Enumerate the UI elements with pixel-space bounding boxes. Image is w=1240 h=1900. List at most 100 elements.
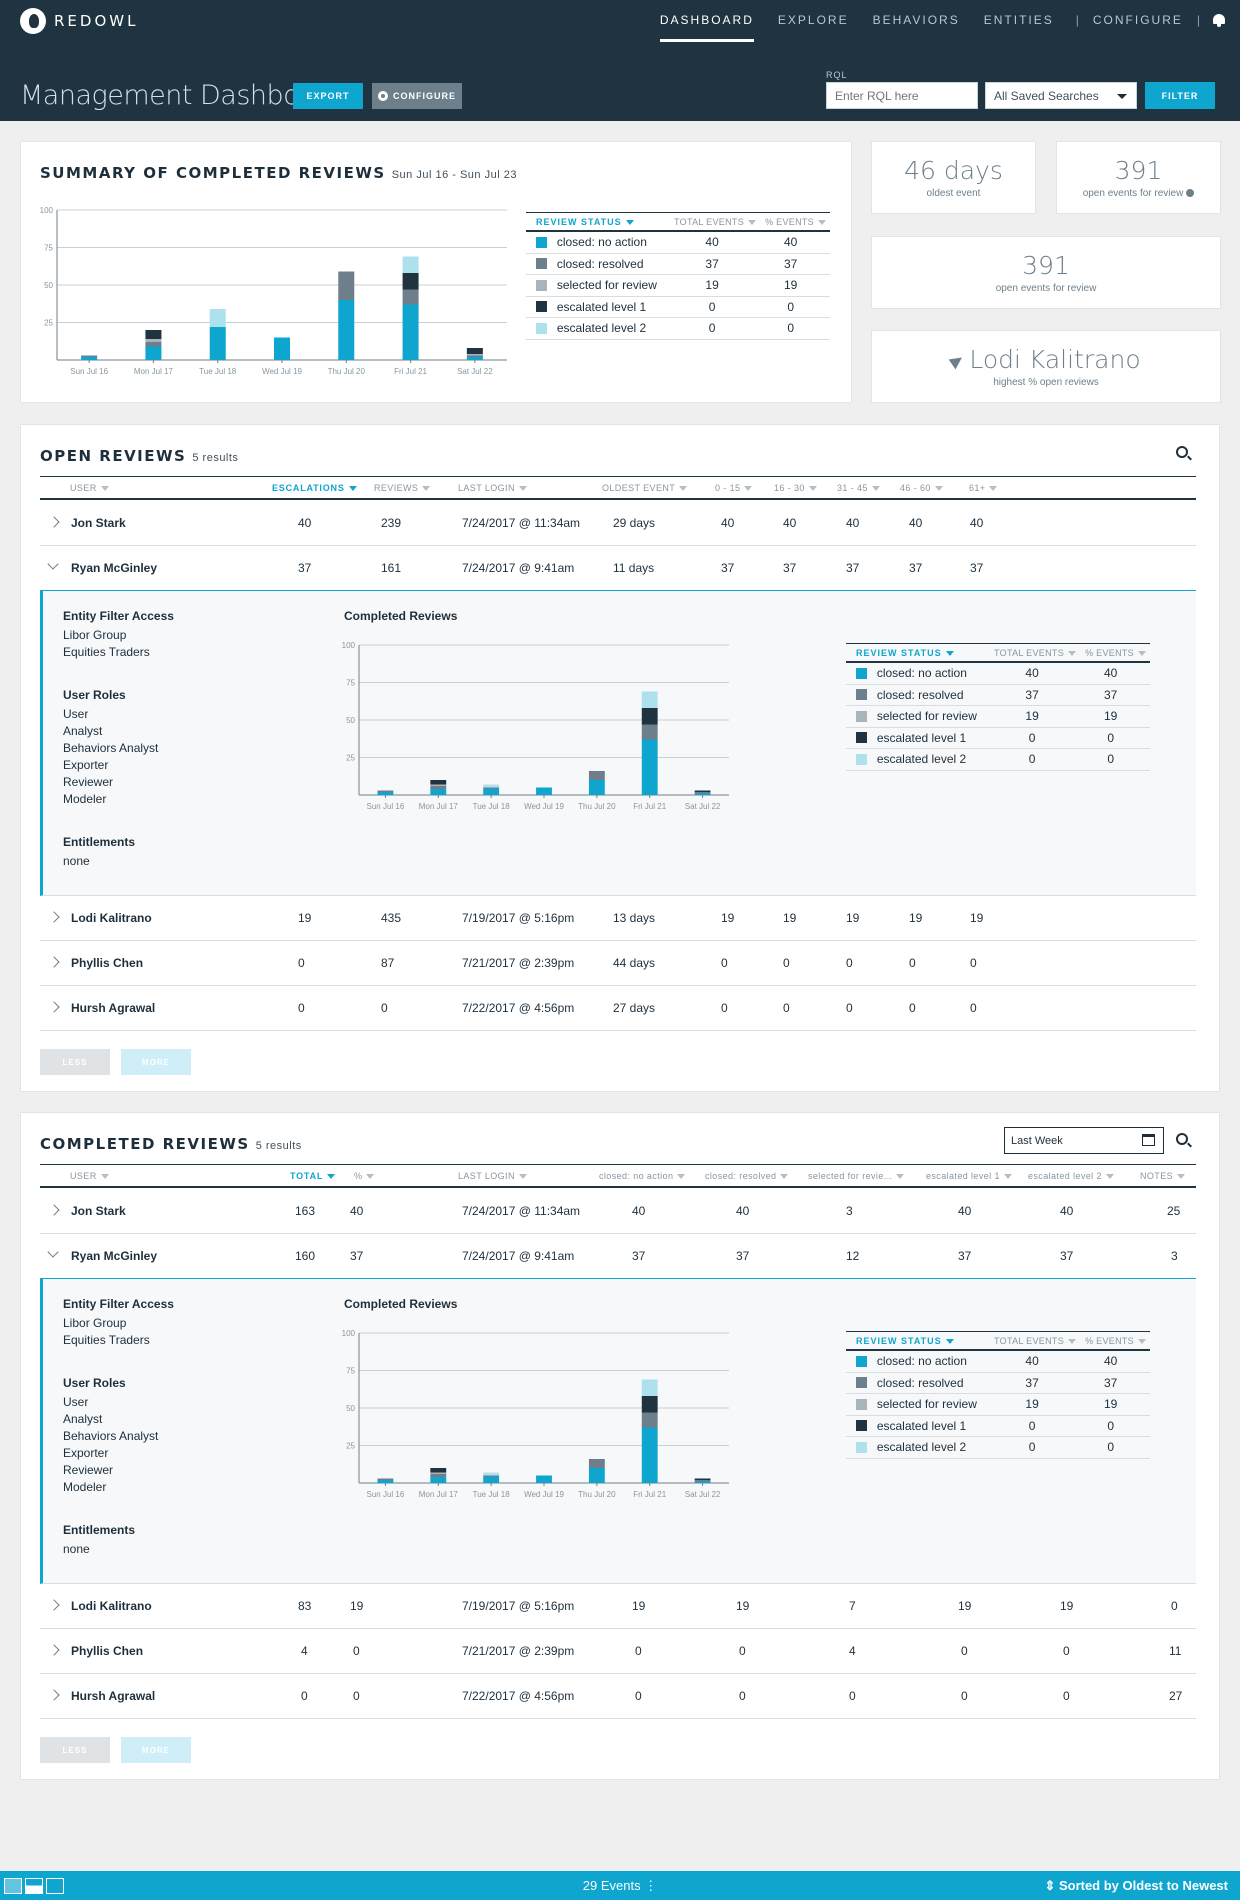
layout-bottom-icon[interactable] xyxy=(46,1878,64,1894)
col-0-15[interactable]: 0 - 15 xyxy=(715,483,753,493)
more-button[interactable]: MORE xyxy=(121,1049,191,1075)
chevron-down-icon[interactable] xyxy=(47,558,59,570)
col-31-45[interactable]: 31 - 45 xyxy=(837,483,880,493)
col-selected-for-review[interactable]: selected for revie... xyxy=(808,1171,905,1181)
cell-last-login: 7/24/2017 @ 9:41am xyxy=(462,1249,575,1263)
more-vertical-icon[interactable]: ⋮ xyxy=(644,1878,658,1893)
completed-reviews-header: USER TOTAL % LAST LOGIN closed: no actio… xyxy=(40,1164,1196,1188)
less-button[interactable]: LESS xyxy=(40,1737,110,1763)
table-row[interactable]: Hursh Agrawal 0 0 7/22/2017 @ 4:56pm 0 0… xyxy=(40,1674,1196,1719)
col-46-60[interactable]: 46 - 60 xyxy=(900,483,943,493)
rql-label: RQL xyxy=(826,70,848,80)
search-icon[interactable] xyxy=(1176,446,1188,458)
table-row[interactable]: Ryan McGinley 160 37 7/24/2017 @ 9:41am … xyxy=(40,1234,1196,1279)
col-last-login[interactable]: LAST LOGIN xyxy=(458,483,527,493)
search-icon[interactable] xyxy=(1176,1133,1188,1145)
legend-pct-header[interactable]: % EVENTS xyxy=(1076,648,1146,658)
legend-label: escalated level 1 xyxy=(876,1418,967,1433)
user-roles-title: User Roles xyxy=(63,688,126,702)
chevron-right-icon[interactable] xyxy=(48,1599,60,1611)
legend-status-header[interactable]: REVIEW STATUS xyxy=(846,648,994,658)
layout-single-icon[interactable] xyxy=(4,1878,22,1894)
bell-icon[interactable] xyxy=(1212,13,1226,27)
nav-behaviors[interactable]: BEHAVIORS xyxy=(872,13,960,27)
less-button[interactable]: LESS xyxy=(40,1049,110,1075)
sort-down-icon xyxy=(945,1338,954,1344)
sort-down-icon xyxy=(327,1174,336,1180)
open-reviews-header: USER ESCALATIONS REVIEWS LAST LOGIN OLDE… xyxy=(40,476,1196,500)
nav-dashboard[interactable]: DASHBOARD xyxy=(659,13,754,42)
legend-total-header[interactable]: TOTAL EVENTS xyxy=(994,648,1076,658)
col-escalated-level-2[interactable]: escalated level 2 xyxy=(1028,1171,1114,1181)
export-button[interactable]: EXPORT xyxy=(293,83,363,109)
chevron-right-icon[interactable] xyxy=(48,911,60,923)
legend-pct-header[interactable]: % EVENTS xyxy=(756,217,826,227)
sort-icon xyxy=(1068,650,1076,656)
chevron-right-icon[interactable] xyxy=(48,1644,60,1656)
cell-61-plus: 0 xyxy=(970,956,977,970)
cell-last-login: 7/22/2017 @ 4:56pm xyxy=(462,1689,575,1703)
logo[interactable]: REDOWL xyxy=(20,8,138,34)
col-escalations[interactable]: ESCALATIONS xyxy=(272,483,357,493)
nav-explore[interactable]: EXPLORE xyxy=(777,13,849,27)
col-escalated-level-1[interactable]: escalated level 1 xyxy=(926,1171,1012,1181)
cell-notes: 0 xyxy=(1171,1599,1178,1613)
configure-button[interactable]: CONFIGURE xyxy=(372,83,462,109)
sort-order[interactable]: ⇕ Sorted by Oldest to Newest xyxy=(1044,1878,1228,1894)
calendar-icon[interactable] xyxy=(1142,1134,1155,1146)
layout-split-icon[interactable] xyxy=(25,1878,43,1894)
cell-escalations: 0 xyxy=(298,1001,305,1015)
rql-input[interactable] xyxy=(826,82,978,109)
table-row[interactable]: Jon Stark 163 40 7/24/2017 @ 11:34am 40 … xyxy=(40,1189,1196,1234)
chevron-right-icon[interactable] xyxy=(48,1204,60,1216)
table-row[interactable]: Lodi Kalitrano 19 435 7/19/2017 @ 5:16pm… xyxy=(40,896,1196,941)
legend-total-header[interactable]: TOTAL EVENTS xyxy=(674,217,756,227)
cell-last-login: 7/24/2017 @ 11:34am xyxy=(462,516,581,530)
filter-button[interactable]: FILTER xyxy=(1145,82,1215,109)
col-total[interactable]: TOTAL xyxy=(290,1171,336,1181)
chevron-down-icon[interactable] xyxy=(47,1246,59,1258)
events-count[interactable]: 29 Events ⋮ xyxy=(0,1878,1240,1894)
legend-status-header[interactable]: REVIEW STATUS xyxy=(526,217,674,227)
table-row[interactable]: Ryan McGinley 37 161 7/24/2017 @ 9:41am … xyxy=(40,546,1196,591)
info-icon[interactable] xyxy=(1186,189,1195,198)
user-role-item: Reviewer xyxy=(63,775,114,789)
table-row[interactable]: Jon Stark 40 239 7/24/2017 @ 11:34am 29 … xyxy=(40,501,1196,546)
chevron-right-icon[interactable] xyxy=(48,1001,60,1013)
saved-searches-select[interactable]: All Saved Searches xyxy=(985,82,1137,109)
col-percent[interactable]: % xyxy=(354,1171,375,1181)
cell-last-login: 7/24/2017 @ 11:34am xyxy=(462,1204,581,1218)
col-closed-no-action-label: closed: no action xyxy=(599,1171,674,1181)
table-row[interactable]: Phyllis Chen 4 0 7/21/2017 @ 2:39pm 0 0 … xyxy=(40,1629,1196,1674)
legend-pct-header[interactable]: % EVENTS xyxy=(1076,1336,1146,1346)
col-oldest-event[interactable]: OLDEST EVENT xyxy=(602,483,688,493)
table-row[interactable]: Phyllis Chen 0 87 7/21/2017 @ 2:39pm 44 … xyxy=(40,941,1196,986)
col-last-login[interactable]: LAST LOGIN xyxy=(458,1171,527,1181)
col-user[interactable]: USER xyxy=(70,483,109,493)
chevron-right-icon[interactable] xyxy=(48,1689,60,1701)
date-range-picker[interactable]: Last Week xyxy=(1004,1127,1164,1154)
col-0-15-label: 0 - 15 xyxy=(715,483,741,493)
col-closed-resolved[interactable]: closed: resolved xyxy=(705,1171,789,1181)
chevron-right-icon[interactable] xyxy=(48,956,60,968)
col-user[interactable]: USER xyxy=(70,1171,109,1181)
x-tick-label: Wed Jul 19 xyxy=(524,802,564,811)
sort-icon xyxy=(1177,1174,1186,1180)
legend-status-header[interactable]: REVIEW STATUS xyxy=(846,1336,994,1346)
col-reviews[interactable]: REVIEWS xyxy=(374,483,431,493)
nav-configure[interactable]: CONFIGURE xyxy=(1092,13,1183,27)
legend-total: 0 xyxy=(1028,1440,1036,1455)
summary-legend: REVIEW STATUS TOTAL EVENTS % EVENTS clos… xyxy=(526,212,830,340)
legend-total-header[interactable]: TOTAL EVENTS xyxy=(994,1336,1076,1346)
more-button[interactable]: MORE xyxy=(121,1737,191,1763)
table-row[interactable]: Hursh Agrawal 0 0 7/22/2017 @ 4:56pm 27 … xyxy=(40,986,1196,1031)
col-notes[interactable]: NOTES xyxy=(1140,1171,1186,1181)
cell-oldest-event: 11 days xyxy=(613,561,655,575)
nav-entities[interactable]: ENTITIES xyxy=(983,13,1054,27)
col-61-plus[interactable]: 61+ xyxy=(969,483,998,493)
col-closed-no-action[interactable]: closed: no action xyxy=(599,1171,686,1181)
legend-pct-header-label: % EVENTS xyxy=(1085,647,1134,658)
col-16-30[interactable]: 16 - 30 xyxy=(774,483,817,493)
table-row[interactable]: Lodi Kalitrano 83 19 7/19/2017 @ 5:16pm … xyxy=(40,1584,1196,1629)
chevron-right-icon[interactable] xyxy=(48,516,60,528)
